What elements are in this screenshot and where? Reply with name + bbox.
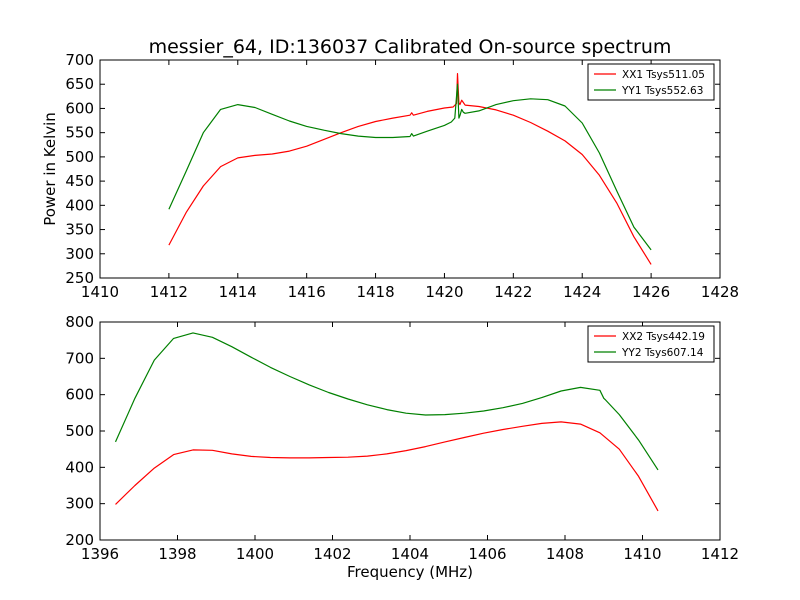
y-tick-label: 400 bbox=[65, 458, 94, 476]
y-tick-label: 650 bbox=[65, 75, 94, 93]
x-tick-label: 1402 bbox=[313, 545, 351, 563]
chart-top-panel: 1410 1412 1414 1416 1418 1420 1422 1424 1426 1428… bbox=[41, 51, 739, 301]
y-tick-label: 800 bbox=[65, 313, 94, 331]
plot-frame bbox=[99, 59, 721, 279]
x-tick-label: 1412 bbox=[701, 545, 739, 563]
y-tick-label: 300 bbox=[65, 495, 94, 513]
y-tick-label: 400 bbox=[65, 196, 94, 214]
x-axis-label: Frequency (MHz) bbox=[347, 563, 473, 581]
y-tick-label: 350 bbox=[65, 221, 94, 239]
y-tick-label: 300 bbox=[65, 245, 94, 263]
legend-entry-label: XX1 Tsys511.05 bbox=[622, 69, 705, 81]
y-tick-label: 500 bbox=[65, 148, 94, 166]
x-tick-label: 1410 bbox=[81, 283, 119, 301]
x-tick-label: 1396 bbox=[81, 545, 119, 563]
figure-title: messier_64, ID:136037 Calibrated On-sour… bbox=[149, 36, 672, 58]
y-tick-label: 550 bbox=[65, 124, 94, 142]
x-tick-label: 1400 bbox=[236, 545, 274, 563]
series-line-2 bbox=[168, 83, 652, 251]
y-tick-label: 450 bbox=[65, 172, 94, 190]
legend-box bbox=[587, 325, 715, 363]
x-tick-label: 1408 bbox=[546, 545, 584, 563]
x-tick-label: 1428 bbox=[701, 283, 739, 301]
x-tick-label: 1412 bbox=[150, 283, 188, 301]
x-tick-label: 1416 bbox=[288, 283, 326, 301]
y-tick-label: 250 bbox=[65, 269, 94, 287]
legend-box bbox=[587, 63, 715, 101]
legend-entry-label: YY1 Tsys552.63 bbox=[621, 85, 703, 97]
x-tick-label: 1398 bbox=[158, 545, 196, 563]
x-tick-label: 1404 bbox=[391, 545, 429, 563]
chart-bottom-panel: 1396 1398 1400 1402 1404 1406 1408 1410 1412 200 3… bbox=[65, 313, 739, 581]
series-line-2 bbox=[114, 332, 659, 471]
x-tick-label: 1422 bbox=[494, 283, 532, 301]
y-tick-label: 600 bbox=[65, 99, 94, 117]
y-tick-label: 500 bbox=[65, 422, 94, 440]
x-tick-label: 1418 bbox=[356, 283, 394, 301]
x-tick-label: 1410 bbox=[623, 545, 661, 563]
legend-entry-label: XX2 Tsys442.19 bbox=[622, 331, 705, 343]
x-tick-label: 1420 bbox=[425, 283, 463, 301]
y-axis-label: Power in Kelvin bbox=[41, 112, 59, 226]
legend-entry-label: YY2 Tsys607.14 bbox=[621, 347, 704, 359]
y-tick-label: 700 bbox=[65, 349, 94, 367]
y-tick-label: 200 bbox=[65, 531, 94, 549]
x-tick-label: 1424 bbox=[563, 283, 601, 301]
series-line-1 bbox=[168, 72, 652, 265]
x-tick-label: 1414 bbox=[219, 283, 257, 301]
y-tick-label: 700 bbox=[65, 51, 94, 69]
x-tick-label: 1406 bbox=[468, 545, 506, 563]
y-tick-label: 600 bbox=[65, 386, 94, 404]
x-tick-label: 1426 bbox=[632, 283, 670, 301]
series-line-1 bbox=[115, 421, 659, 512]
